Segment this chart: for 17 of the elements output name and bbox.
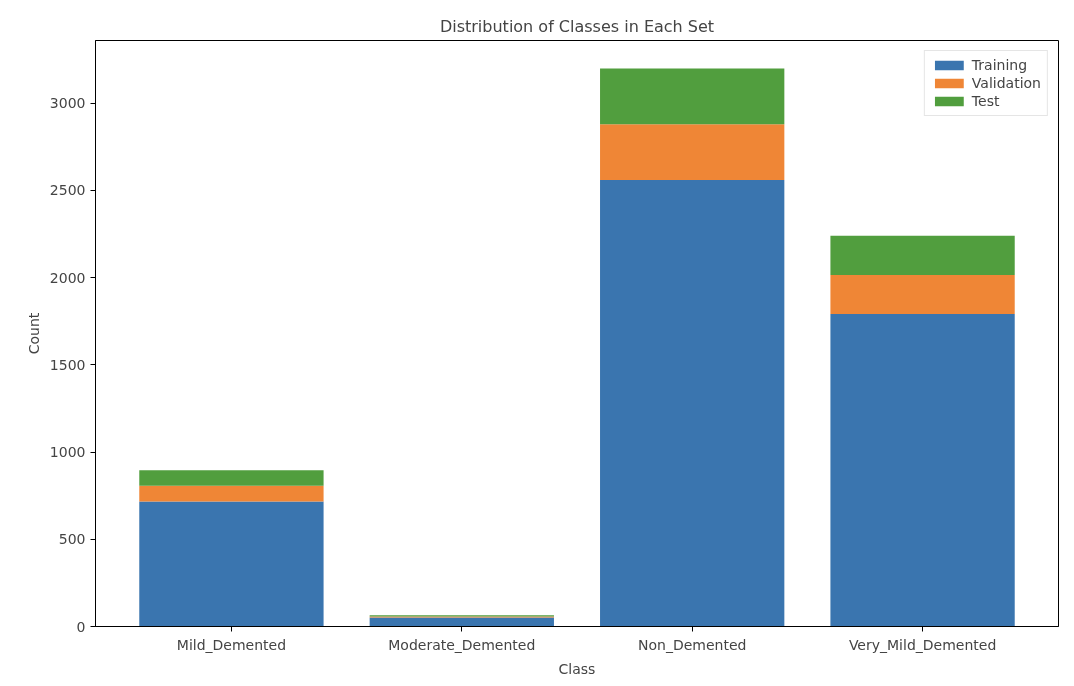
- y-tick-label: 500: [58, 531, 86, 548]
- y-tick-label: 2500: [49, 182, 86, 199]
- y-tick-label: 3000: [49, 95, 86, 112]
- x-tick-label: Moderate_Demented: [388, 636, 536, 653]
- x-tick-label: Very_Mild_Demented: [848, 636, 997, 653]
- legend-label: Validation: [971, 75, 1041, 91]
- x-tick-label: Non_Demented: [637, 636, 747, 653]
- legend-label: Test: [971, 93, 1000, 109]
- y-tick-label: 0: [76, 618, 86, 635]
- y-tick-label: 2000: [49, 269, 86, 286]
- legend-label: Training: [971, 57, 1028, 73]
- y-axis-title: Count: [25, 312, 42, 355]
- y-tick-label: 1000: [49, 444, 86, 461]
- y-tick-label: 1500: [49, 356, 86, 373]
- chart-title: Distribution of Classes in Each Set: [439, 16, 715, 36]
- x-tick-label: Mild_Demented: [176, 636, 287, 653]
- x-axis-title: Class: [558, 660, 596, 677]
